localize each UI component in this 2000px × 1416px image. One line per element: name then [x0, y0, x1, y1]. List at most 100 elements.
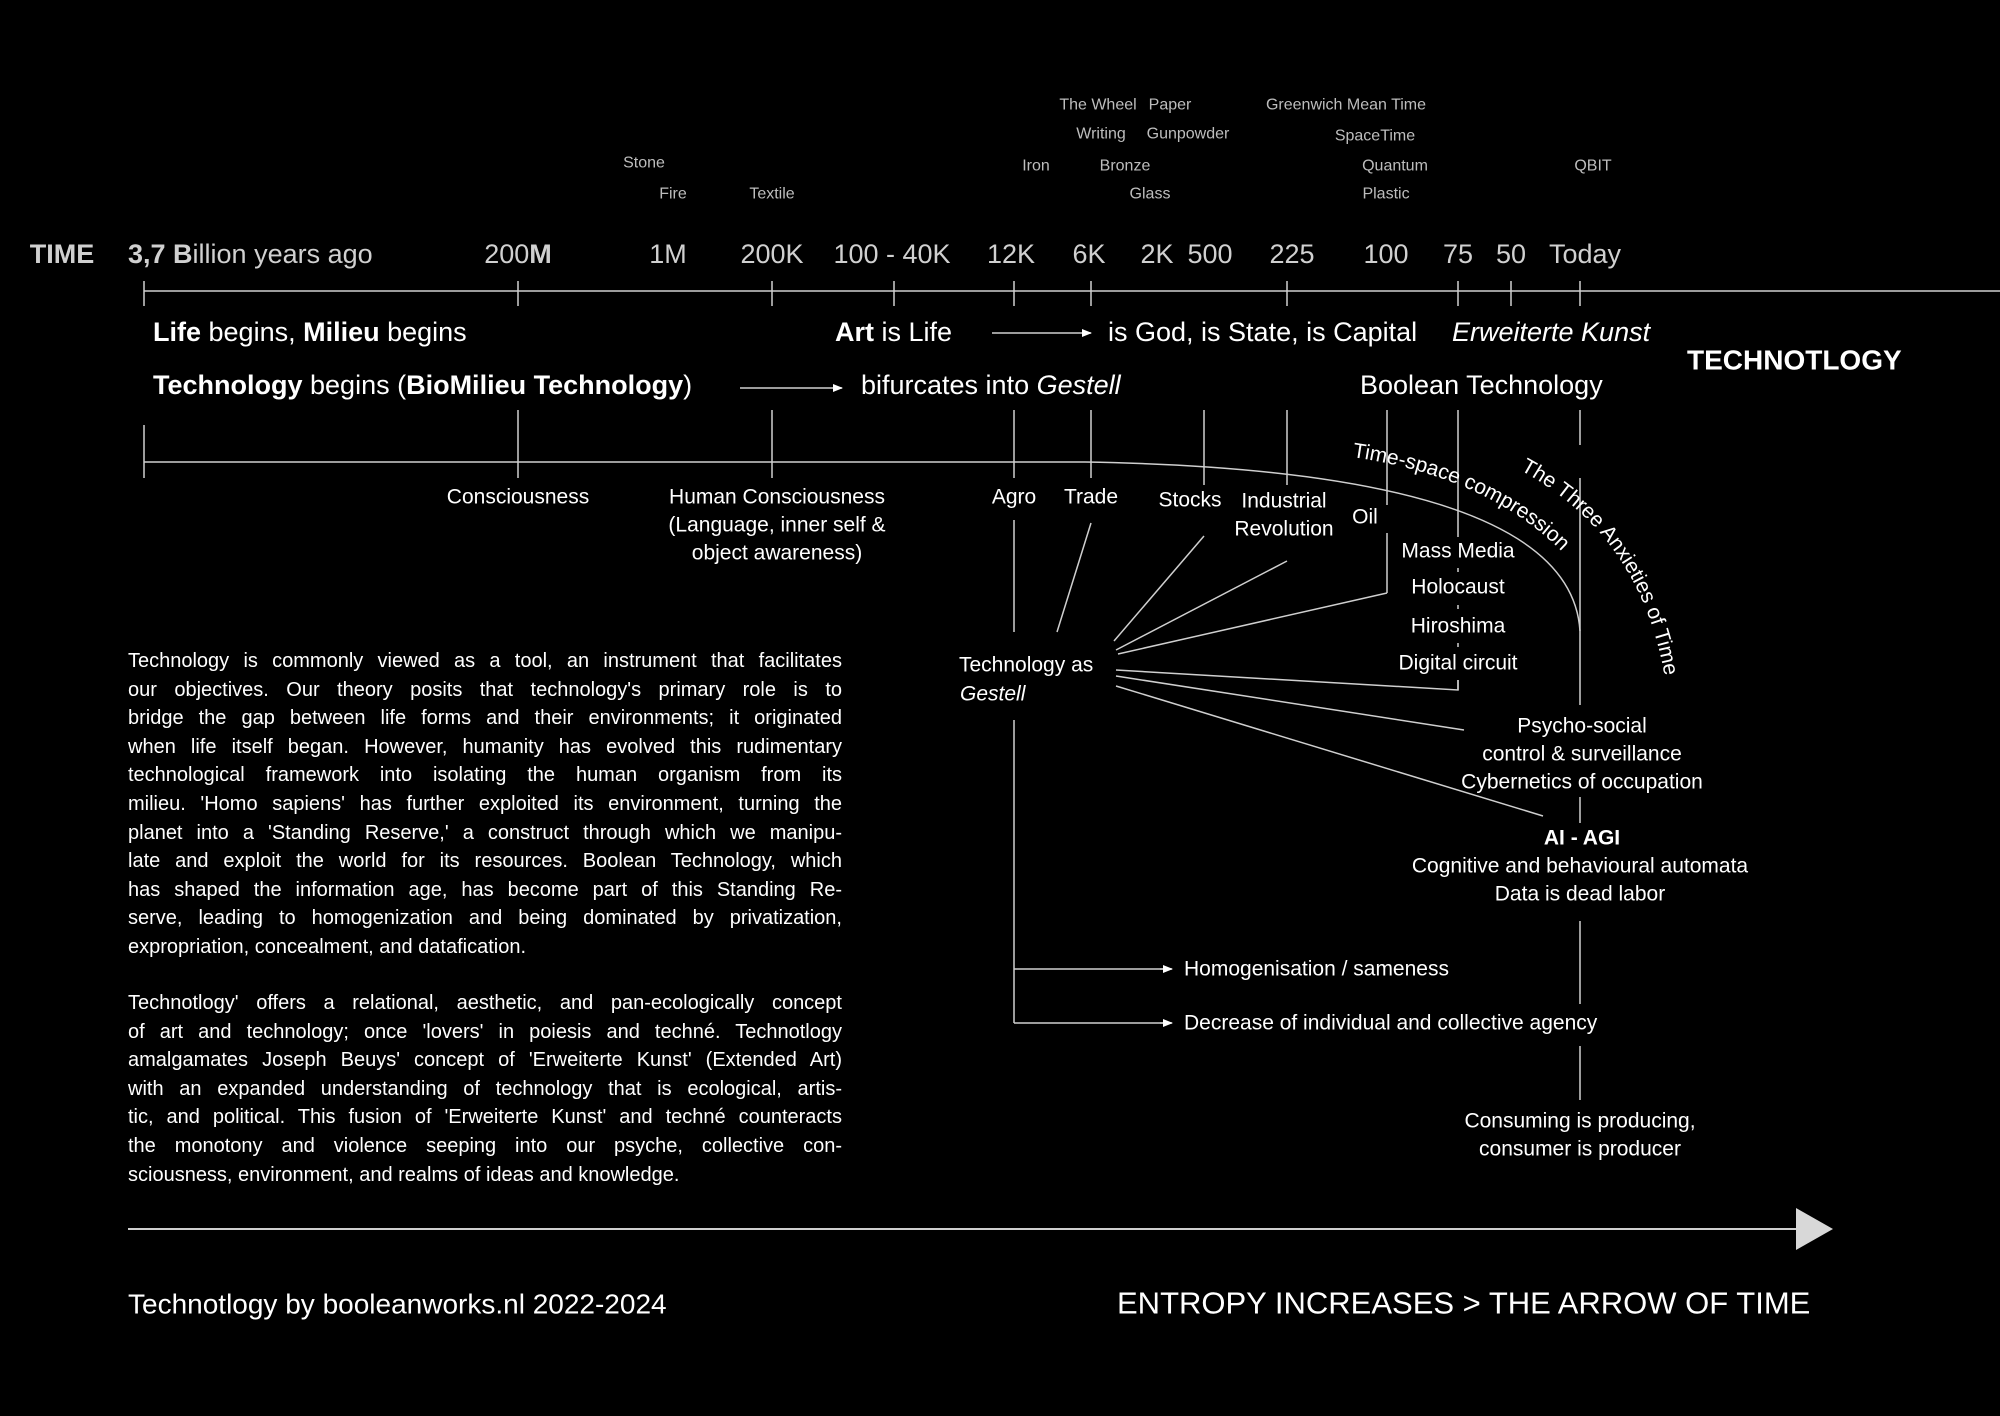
text-line: planet into a 'Standing Reserve,' a cons…	[128, 821, 842, 844]
technology-gestell: Gestell	[960, 683, 1027, 706]
event-oil: Oil	[1352, 506, 1378, 529]
time-label: TIME	[30, 239, 95, 269]
scale-label: 2K	[1140, 239, 1173, 269]
invention-textile: Textile	[749, 186, 794, 203]
text-line: sciousness, environment, and realms of i…	[128, 1163, 680, 1186]
text-line: with an expanded understanding of techno…	[128, 1077, 842, 1100]
text-line: expropriation, concealment, and datafica…	[128, 935, 527, 958]
technology-as: Technology as	[959, 654, 1093, 677]
connector-lines	[143, 410, 1581, 1100]
invention-glass: Glass	[1130, 186, 1171, 203]
event-stocks: Stocks	[1158, 489, 1221, 512]
scale-label: 75	[1443, 239, 1473, 269]
inventions: The Wheel Paper Writing Gunpowder Stone …	[623, 97, 1612, 203]
invention-fire: Fire	[659, 186, 687, 203]
text-line: the monotony and violence seeping into o…	[128, 1134, 842, 1157]
gestell-node: Technology as Gestell Homogenisation / s…	[959, 654, 1598, 1035]
text-line: has shaped the information age, has beco…	[128, 878, 842, 901]
event-psycho-social: Psycho-social	[1517, 715, 1647, 738]
row-art: Life begins, Milieu begins Art is Life i…	[153, 317, 1902, 376]
scale-start: 3,7 Billion years ago	[128, 239, 373, 269]
event-trade: Trade	[1064, 486, 1118, 509]
invention-qbit: QBIT	[1574, 158, 1612, 175]
scale-label: 1M	[649, 239, 687, 269]
event-psycho-social: Cybernetics of occupation	[1461, 771, 1703, 794]
event-holocaust: Holocaust	[1411, 576, 1505, 599]
event-mass-media: Mass Media	[1401, 540, 1515, 563]
boolean-technology: Boolean Technology	[1360, 370, 1603, 400]
invention-plastic: Plastic	[1362, 186, 1409, 203]
art-is-life: Art is Life	[835, 317, 952, 347]
text-line: Technotlogy' offers a relational, aesthe…	[128, 992, 842, 1014]
event-ai-detail: Cognitive and behavioural automata	[1412, 855, 1749, 878]
event-consuming: Consuming is producing,	[1464, 1110, 1695, 1133]
brand-title: TECHNOTLOGY	[1687, 345, 1902, 376]
event-consuming: consumer is producer	[1479, 1138, 1681, 1161]
event-digital-circuit: Digital circuit	[1398, 652, 1517, 675]
footer-entropy: ENTROPY INCREASES > THE ARROW OF TIME	[1117, 1286, 1810, 1321]
event-agro: Agro	[992, 486, 1036, 509]
is-god: is God, is State, is Capital	[1108, 317, 1417, 347]
invention-gunpowder: Gunpowder	[1147, 126, 1230, 143]
scale-label: 500	[1187, 239, 1232, 269]
scale-label: 200K	[740, 239, 803, 269]
text-line: tic, and political. This fusion of 'Erwe…	[128, 1106, 842, 1129]
invention-bronze: Bronze	[1100, 158, 1151, 175]
text-line: bridge the gap between life forms and th…	[128, 707, 842, 730]
time-axis	[143, 281, 2000, 306]
invention-stone: Stone	[623, 155, 665, 172]
outcome-decrease: Decrease of individual and collective ag…	[1184, 1012, 1598, 1035]
event-ai-detail: Data is dead labor	[1495, 883, 1665, 906]
time-space-compression: Time-space compression	[1351, 439, 1574, 555]
scale-label: 225	[1269, 239, 1314, 269]
event-industrial: Revolution	[1234, 518, 1333, 541]
outcome-homogenisation: Homogenisation / sameness	[1184, 958, 1449, 981]
invention-gmt: Greenwich Mean Time	[1266, 97, 1426, 114]
scale-200m: 200M	[484, 239, 552, 269]
paragraph-technotlogy: Technotlogy' offers a relational, aesthe…	[128, 989, 842, 1189]
time-scale: TIME 3,7 Billion years ago 200M 1M 200K …	[30, 239, 1622, 269]
text-line: serve, leading to homogenization and bei…	[128, 907, 842, 930]
footer-credit: Technotlogy by booleanworks.nl 2022-2024	[128, 1289, 667, 1320]
text-line: Technology is commonly viewed as a tool,…	[128, 650, 842, 672]
event-psycho-social: control & surveillance	[1482, 743, 1682, 766]
bifurcates: bifurcates into Gestell	[861, 370, 1122, 400]
scale-label: 12K	[987, 239, 1035, 269]
scale-label: Today	[1549, 239, 1622, 269]
erweiterte-kunst: Erweiterte Kunst	[1452, 317, 1652, 347]
text-line: late and exploit the world for its resou…	[128, 850, 842, 873]
invention-spacetime: SpaceTime	[1335, 128, 1415, 145]
event-industrial: Industrial	[1241, 490, 1326, 513]
text-line: when life itself began. However, humanit…	[128, 735, 842, 758]
invention-iron: Iron	[1022, 158, 1050, 175]
events: Consciousness Human Consciousness (Langu…	[447, 486, 1749, 1161]
scale-label: 100 - 40K	[833, 239, 950, 269]
invention-writing: Writing	[1076, 126, 1126, 143]
arrow-of-time	[128, 1208, 1833, 1250]
scale-label: 100	[1363, 239, 1408, 269]
life-begins: Life begins, Milieu begins	[153, 317, 467, 347]
event-ai-agi: AI - AGI	[1544, 827, 1620, 850]
invention-paper: Paper	[1149, 97, 1192, 114]
row-technology: Technology begins (BioMilieu Technology)…	[153, 370, 1603, 400]
text-line: technological framework into isolating t…	[128, 764, 842, 787]
scale-label: 6K	[1072, 239, 1105, 269]
technology-begins: Technology begins (BioMilieu Technology)	[153, 370, 692, 400]
three-anxieties-of-time: The Three Anxieties of Time	[1518, 454, 1683, 677]
text-line: amalgamates Joseph Beuys' concept of 'Er…	[128, 1049, 842, 1072]
paragraph-technology: Technology is commonly viewed as a tool,…	[128, 647, 842, 962]
event-human-consciousness: object awareness)	[692, 542, 862, 565]
event-human-consciousness: (Language, inner self &	[668, 514, 885, 537]
event-consciousness: Consciousness	[447, 486, 589, 509]
text-line: of art and technology; once 'lovers' in …	[128, 1020, 842, 1043]
text-line: milieu. 'Homo sapiens' has further explo…	[128, 792, 842, 815]
event-hiroshima: Hiroshima	[1411, 615, 1506, 638]
event-human-consciousness: Human Consciousness	[669, 486, 885, 509]
invention-the-wheel: The Wheel	[1059, 97, 1136, 114]
invention-quantum: Quantum	[1362, 158, 1428, 175]
arrowhead-icon	[1796, 1208, 1833, 1250]
text-line: our objectives. Our theory posits that t…	[128, 678, 842, 701]
scale-label: 50	[1496, 239, 1526, 269]
